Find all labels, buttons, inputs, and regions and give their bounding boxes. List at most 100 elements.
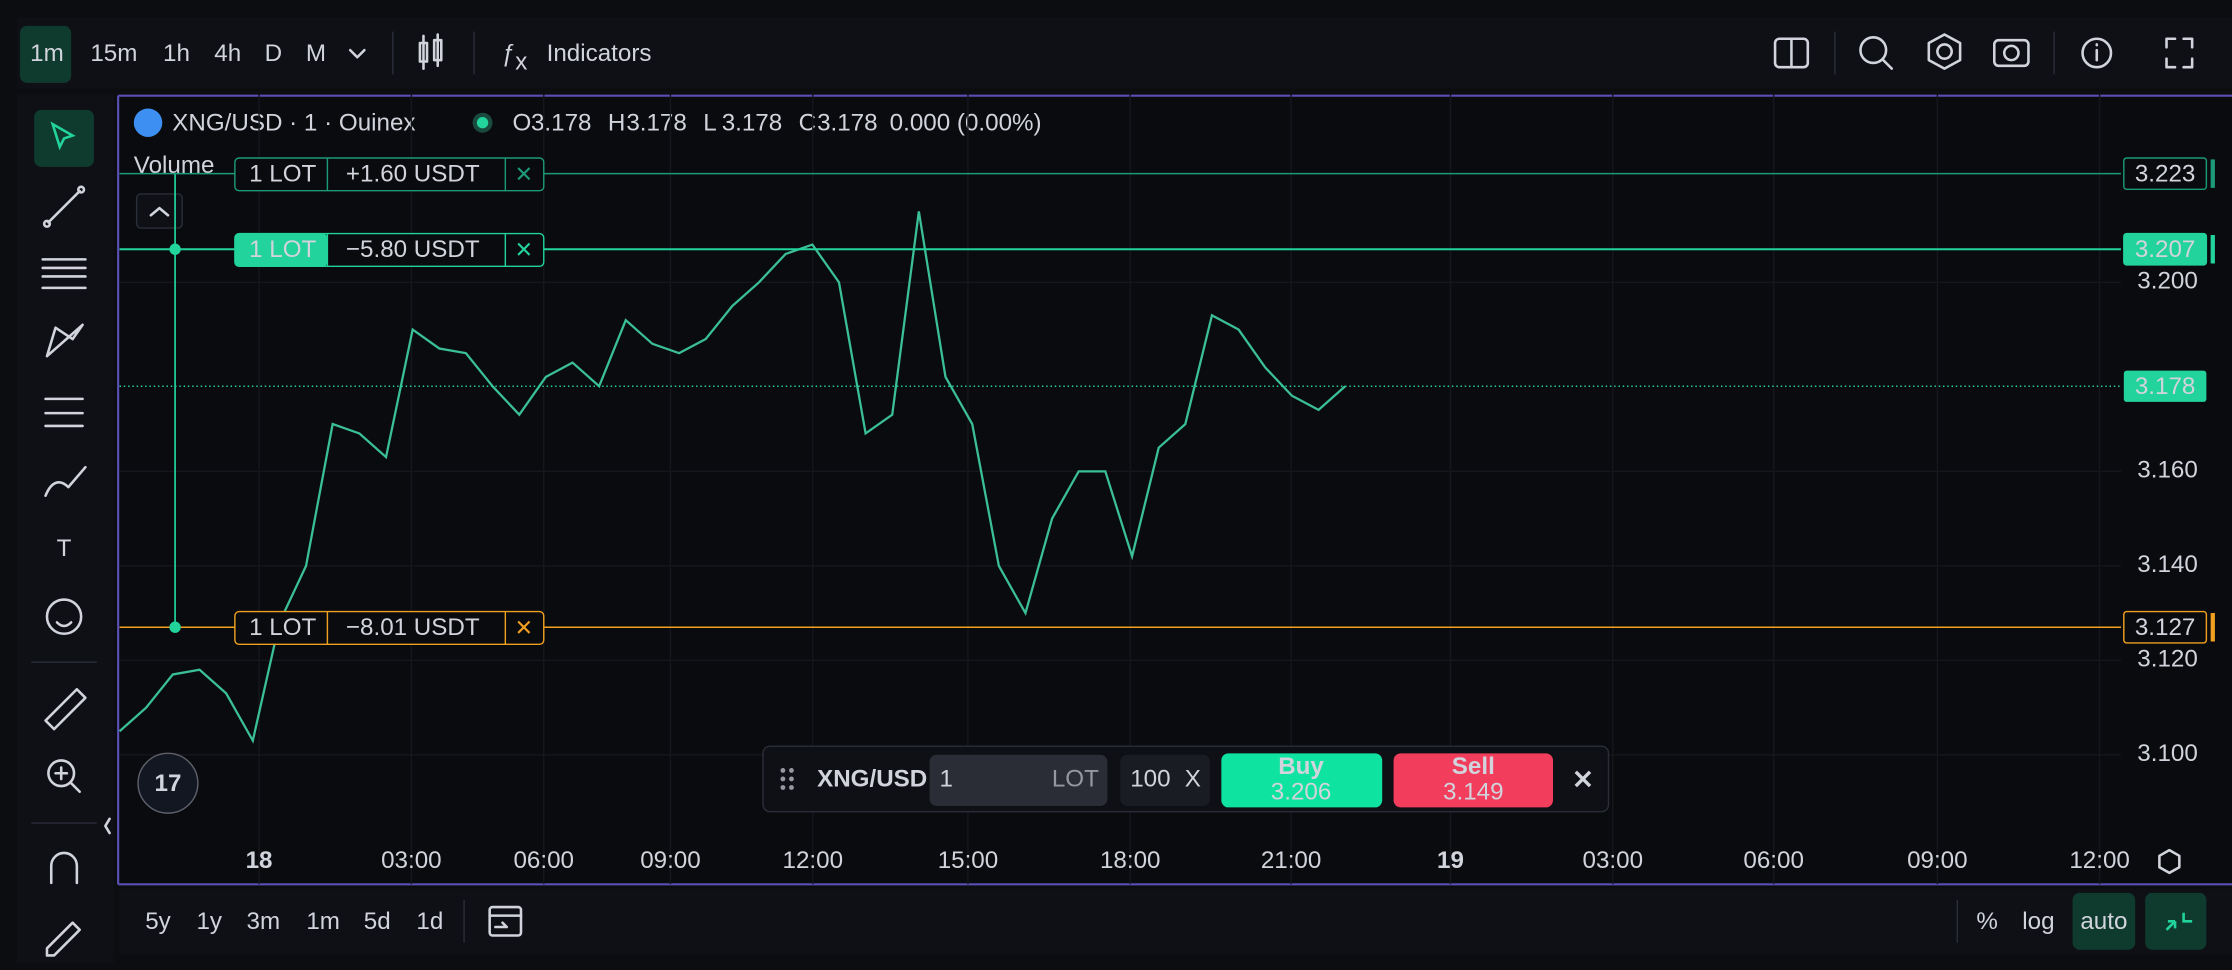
time-tick-label: 06:00: [513, 847, 574, 874]
time-tick-label: 03:00: [381, 847, 442, 874]
time-tick-label: 03:00: [1583, 847, 1644, 874]
trend-line-tool[interactable]: [42, 185, 86, 228]
interval-button[interactable]: 15m: [90, 40, 137, 67]
quantity-value: 1: [939, 766, 952, 793]
order-label-box[interactable]: [234, 610, 545, 646]
fullscreen-icon[interactable]: [2165, 37, 2194, 69]
left-toolbar: [17, 94, 114, 963]
interval-button[interactable]: 1h: [163, 40, 190, 67]
order-symbol: XNG/USD: [817, 766, 927, 793]
last-price-label: 3.178: [2135, 373, 2196, 400]
interval-button[interactable]: M: [306, 40, 326, 67]
order-cancel[interactable]: [517, 167, 531, 181]
magnet-tool[interactable]: [49, 851, 79, 885]
time-tick-label: 19: [1437, 847, 1464, 874]
screenshot-icon[interactable]: [1992, 38, 2030, 68]
ohlc-value: 3.178: [626, 110, 687, 137]
range-button[interactable]: 1d: [416, 908, 443, 935]
time-tick-label: 06:00: [1743, 847, 1804, 874]
order-label-box[interactable]: [234, 157, 545, 192]
lock-drawings-tool[interactable]: [45, 921, 81, 957]
order-edge-marker: [2210, 159, 2215, 188]
settings-icon[interactable]: [1927, 33, 1962, 70]
order-price-tag: [2123, 232, 2208, 266]
collapse-legend[interactable]: [135, 193, 183, 229]
order-pnl: −8.01 USDT: [346, 614, 480, 641]
indicators-button[interactable]: Indicators: [547, 40, 652, 67]
collapse-toolbar[interactable]: [104, 817, 111, 835]
fx-icon[interactable]: ƒ: [501, 40, 514, 67]
pattern-tool[interactable]: [45, 323, 84, 358]
order-price-tag: [2123, 610, 2208, 644]
order-price-label: 3.127: [2135, 614, 2196, 641]
fib-tool[interactable]: [41, 258, 87, 290]
quantity-input[interactable]: [929, 754, 1108, 806]
time-tick-label: 18:00: [1100, 847, 1161, 874]
range-button[interactable]: 3m: [247, 908, 281, 935]
scale-button[interactable]: %: [1976, 908, 1998, 935]
text-tool[interactable]: T: [57, 535, 72, 562]
order-price-label: 3.207: [2135, 236, 2196, 263]
forecast-tool[interactable]: [44, 397, 84, 428]
go-to-date[interactable]: [488, 905, 523, 937]
leverage-unit: X: [1185, 766, 1201, 793]
buy-label: Buy: [1278, 753, 1324, 780]
scale-button[interactable]: log: [2022, 908, 2054, 935]
time-tick-label: 12:00: [783, 847, 844, 874]
order-price-tag: [2123, 157, 2208, 191]
axis-settings[interactable]: [2158, 848, 2181, 875]
info-icon[interactable]: [2081, 37, 2113, 69]
drag-handle[interactable]: [780, 767, 794, 790]
quick-search-icon[interactable]: [1859, 36, 1894, 70]
ruler-tool[interactable]: [44, 687, 87, 731]
leverage-value: 100: [1130, 766, 1170, 793]
order-edge-marker: [2210, 613, 2215, 642]
ohlc-value: 3.178: [817, 110, 878, 137]
order-cancel[interactable]: [517, 620, 531, 634]
leverage-input[interactable]: [1120, 754, 1210, 806]
scale-button[interactable]: auto: [2080, 908, 2127, 935]
order-handle[interactable]: [169, 621, 181, 633]
ohlc-key: H: [608, 110, 625, 137]
price-tick-label: 3.100: [2137, 740, 2198, 767]
cursor-tool[interactable]: [50, 121, 76, 151]
zoom-tool[interactable]: [47, 759, 81, 794]
range-button[interactable]: 5y: [145, 908, 171, 935]
time-tick-label: 21:00: [1261, 847, 1322, 874]
buy-button[interactable]: [1221, 753, 1383, 808]
range-button[interactable]: 5d: [364, 908, 391, 935]
order-pnl: −5.80 USDT: [346, 236, 480, 263]
sell-price: 3.149: [1443, 779, 1504, 806]
auto-selected-bg: [2072, 892, 2136, 950]
tradingview-logo[interactable]: [137, 752, 199, 814]
time-tick-label: 09:00: [640, 847, 701, 874]
sell-button[interactable]: [1393, 753, 1554, 808]
ohlc-key: O: [512, 110, 531, 137]
interval-button[interactable]: 1m: [30, 40, 64, 67]
symbol-icon: [133, 108, 163, 137]
status-dot: [476, 117, 489, 129]
interval-dropdown[interactable]: [348, 48, 366, 59]
collapse-legend-icon: [149, 206, 170, 217]
range-button[interactable]: 1m: [306, 908, 340, 935]
range-button[interactable]: 1y: [196, 908, 222, 935]
symbol-title: XNG/USD · 1 · Ouinex: [172, 110, 415, 137]
interval-button[interactable]: 4h: [214, 40, 241, 67]
brush-tool[interactable]: [44, 465, 87, 497]
price-tick-label: 3.140: [2137, 551, 2198, 578]
interval-button[interactable]: D: [265, 40, 282, 67]
order-price-label: 3.223: [2135, 160, 2196, 187]
layout-icon[interactable]: [1773, 37, 1810, 69]
close-order-panel[interactable]: [1574, 770, 1592, 788]
price-tick-label: 3.200: [2137, 268, 2198, 295]
ohlc-value: 3.178: [722, 110, 783, 137]
ohlc-key: L: [703, 110, 716, 137]
bottom-toolbar: [119, 888, 2232, 955]
interval-selected-bg: [19, 25, 72, 83]
order-cancel[interactable]: [517, 242, 531, 256]
chart-type-icon[interactable]: [418, 33, 443, 70]
emoji-tool[interactable]: [45, 598, 83, 636]
order-handle[interactable]: [169, 243, 181, 255]
buy-price: 3.206: [1271, 779, 1332, 806]
